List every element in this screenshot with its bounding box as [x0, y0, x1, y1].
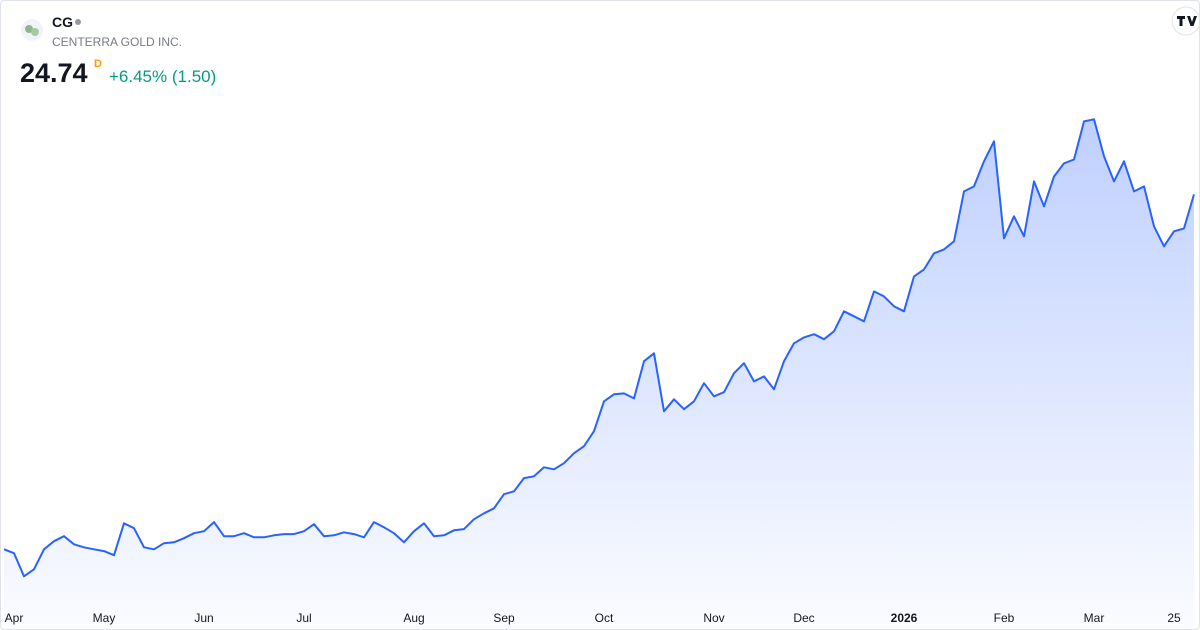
symbol: CG — [52, 14, 73, 30]
x-tick-label: Apr — [5, 611, 24, 625]
x-tick-label: Sep — [493, 611, 515, 625]
tv-logo[interactable] — [1171, 6, 1199, 36]
x-tick-label: Aug — [403, 611, 424, 625]
x-tick-label: Oct — [595, 611, 614, 625]
x-tick-label: Mar — [1084, 611, 1105, 625]
x-tick-label: Jun — [194, 611, 213, 625]
x-tick-label: Feb — [994, 611, 1015, 625]
logo-mark — [31, 28, 39, 36]
plot — [3, 118, 1195, 629]
company-name: CENTERRA GOLD INC. — [52, 35, 182, 49]
price: 24.74 — [20, 58, 88, 88]
area — [4, 119, 1194, 629]
x-tick-label: May — [93, 611, 116, 625]
x-tick-label: Nov — [703, 611, 724, 625]
x-tick-label: Dec — [793, 611, 814, 625]
status-dot — [75, 19, 81, 25]
logo-mark — [25, 25, 33, 33]
tv-logo-mark — [1177, 16, 1197, 26]
x-tick-label: 25 — [1167, 611, 1181, 625]
change: +6.45% (1.50) — [109, 67, 216, 86]
x-tick-label: 2026 — [891, 611, 918, 625]
x-tick-label: Jul — [296, 611, 311, 625]
price-line — [3, 118, 1195, 578]
interval: D — [94, 58, 102, 70]
